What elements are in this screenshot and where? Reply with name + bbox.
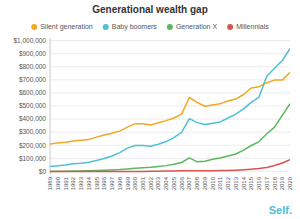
x-tick-label: 2017 — [264, 176, 270, 190]
series-line — [50, 160, 290, 172]
y-tick-label: $800,000 — [19, 63, 46, 70]
series-line — [50, 49, 290, 167]
legend-label: Millennials — [236, 23, 269, 30]
x-tick-label: 2013 — [233, 176, 239, 190]
series-line — [50, 104, 290, 172]
lines — [50, 49, 290, 172]
grid — [50, 41, 290, 172]
y-tick-label: $1,000,000 — [13, 37, 46, 44]
legend-marker — [31, 24, 37, 30]
x-tick-label: 2014 — [241, 176, 247, 190]
y-tick-label: $900,000 — [19, 50, 46, 57]
x-tick-label: 2004 — [163, 176, 169, 190]
x-tick-label: 2016 — [256, 176, 262, 190]
legend-label: Silent generation — [40, 23, 93, 31]
x-tick-label: 2001 — [140, 176, 146, 190]
grid-line — [50, 79, 290, 80]
x-tick-label: 2010 — [210, 176, 216, 190]
y-tick-label: $400,000 — [19, 115, 46, 122]
x-tick-label: 2015 — [248, 176, 254, 190]
grid-line — [50, 132, 290, 133]
x-tick-label: 1993 — [78, 176, 84, 190]
grid-line — [50, 158, 290, 159]
y-tick-label: $200,000 — [19, 142, 46, 149]
legend-label: Baby boomers — [112, 23, 158, 31]
x-tick-label: 2011 — [217, 176, 223, 190]
x-tick-label: 1995 — [94, 176, 100, 190]
series-line — [50, 72, 290, 144]
y-tick-label: $300,000 — [19, 128, 46, 135]
x-tick-label: 1997 — [109, 176, 115, 190]
x-tick-label: 2000 — [132, 176, 138, 190]
y-tick-label: $0 — [39, 168, 47, 175]
x-tick-label: 1996 — [101, 176, 107, 190]
y-axis-line — [50, 38, 51, 174]
legend-marker — [167, 24, 173, 30]
x-tick-label: 1998 — [117, 176, 123, 190]
x-tick-label: 1989 — [47, 176, 53, 190]
watermark: Self. — [269, 204, 292, 216]
x-tick-label: 1999 — [125, 176, 131, 190]
chart: Generational wealth gap $0 $100,000 $200,00… — [0, 0, 300, 219]
legend-marker — [227, 24, 233, 30]
legend: Silent generation Baby boomers Generation … — [31, 23, 269, 31]
grid-line — [50, 66, 290, 67]
y-tick-label: $700,000 — [19, 76, 46, 83]
x-tick-label: 1992 — [70, 176, 76, 190]
x-tick-label: 2006 — [179, 176, 185, 190]
x-tick-label: 2003 — [155, 176, 161, 190]
x-tick-label: 1990 — [55, 176, 61, 190]
x-tick-label: 2002 — [148, 176, 154, 190]
y-tick-label: $600,000 — [19, 89, 46, 96]
y-tick-label: $500,000 — [19, 102, 46, 109]
x-tick-label: 1991 — [63, 176, 69, 190]
legend-label: Generation X — [176, 23, 218, 30]
x-tick-label: 1994 — [86, 176, 92, 190]
x-tick-label: 2009 — [202, 176, 208, 190]
legend-marker — [103, 24, 109, 30]
x-tick-label: 2007 — [186, 176, 192, 190]
y-tick-label: $100,000 — [19, 155, 46, 162]
x-tick-label: 2005 — [171, 176, 177, 190]
grid-line — [50, 40, 290, 41]
x-tick-label: 2012 — [225, 176, 231, 190]
x-tick-label: 2008 — [194, 176, 200, 190]
x-tick-label: 2019 — [279, 176, 285, 190]
grid-line — [50, 106, 290, 107]
x-tick-label: 2020 — [287, 176, 293, 190]
grid-line — [50, 92, 290, 93]
x-tick-label: 2018 — [272, 176, 278, 190]
title: Generational wealth gap — [92, 4, 208, 15]
grid-line — [50, 53, 290, 54]
